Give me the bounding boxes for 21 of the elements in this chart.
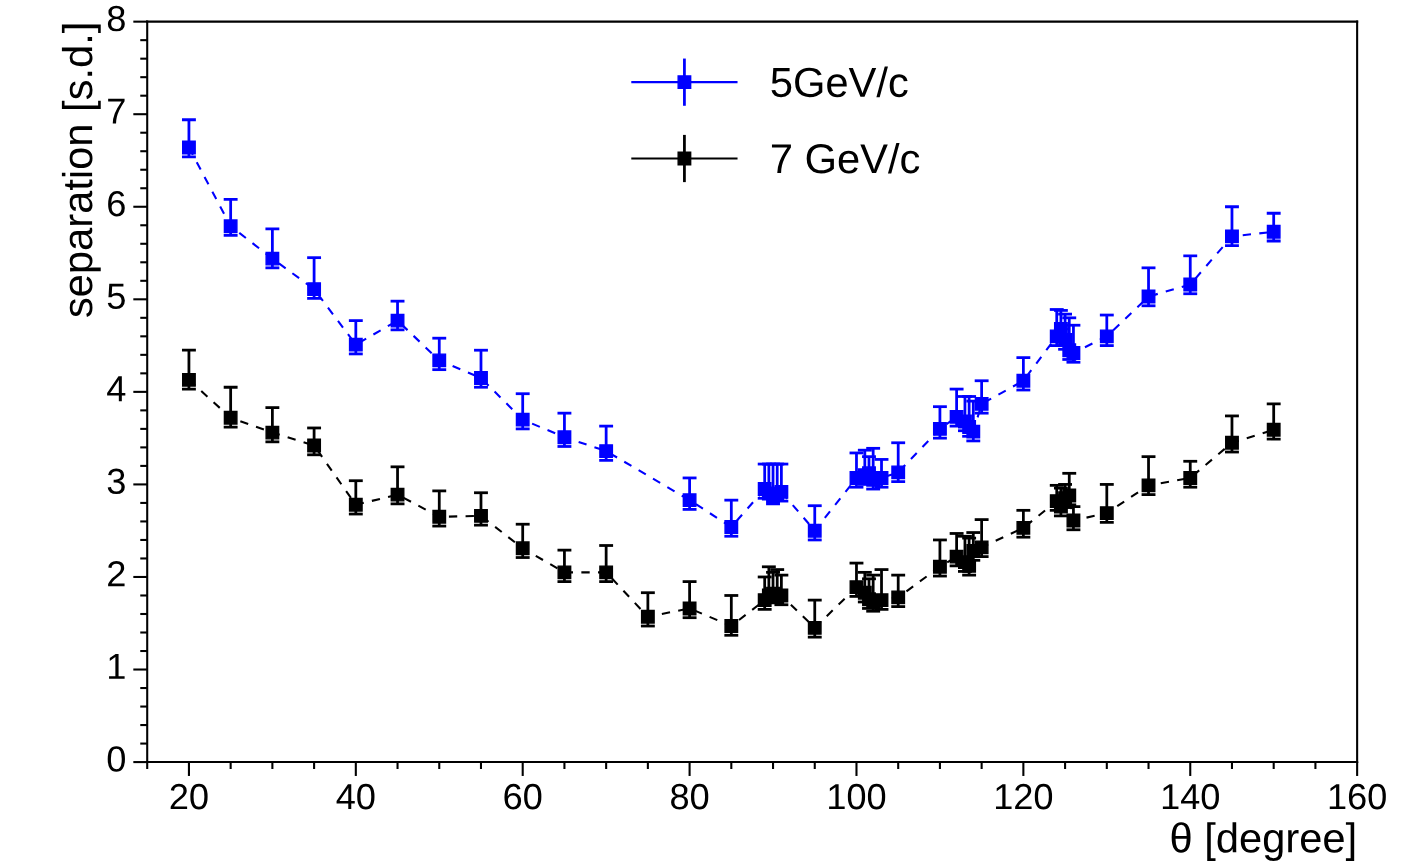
x-tick-label: 20	[170, 783, 208, 810]
y-tick-label: 6	[108, 190, 125, 217]
x-tick-label: 140	[1162, 783, 1219, 810]
x-axis-title: θ [degree]	[1171, 822, 1355, 861]
y-axis-title: separation [s.d.]	[61, 24, 101, 317]
x-tick-label: 80	[671, 783, 709, 810]
x-tick-label: 60	[504, 783, 542, 810]
legend-label: 7 GeV/c	[771, 142, 920, 174]
y-tick-label: 8	[107, 5, 125, 32]
y-tick-label: 7	[108, 98, 125, 124]
y-tick-label: 3	[107, 468, 125, 495]
x-tick-label: 160	[1329, 783, 1386, 810]
y-tick-label: 5	[107, 283, 125, 309]
y-tick-label: 2	[108, 561, 125, 587]
y-tick-label: 4	[107, 376, 126, 402]
x-tick-label: 100	[829, 783, 886, 810]
y-tick-label: 0	[107, 746, 125, 772]
legend-label: 5GeV/c	[771, 66, 908, 98]
x-tick-label: 120	[995, 783, 1053, 810]
x-tick-label: 40	[336, 783, 375, 810]
y-tick-label: 1	[109, 654, 125, 679]
